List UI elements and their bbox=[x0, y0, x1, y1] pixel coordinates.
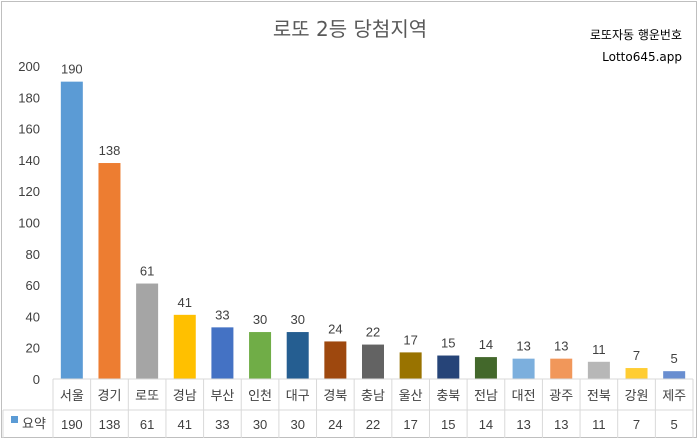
y-tick-label: 80 bbox=[26, 247, 40, 262]
bar-충남 bbox=[362, 344, 384, 379]
table-value: 17 bbox=[403, 417, 417, 432]
bar-경북 bbox=[324, 341, 347, 379]
watermark-line2: Lotto645.app bbox=[602, 50, 682, 64]
y-tick-label: 20 bbox=[26, 341, 40, 356]
table-value: 5 bbox=[671, 417, 678, 432]
y-axis: 0 20 40 60 80 100 120 140 160 180 200 bbox=[18, 59, 40, 387]
table-value: 11 bbox=[592, 417, 606, 432]
y-tick-label: 160 bbox=[18, 122, 40, 137]
data-label: 22 bbox=[366, 325, 380, 340]
bar-로또 bbox=[136, 283, 159, 379]
data-label: 14 bbox=[479, 337, 493, 352]
table-value: 24 bbox=[328, 417, 342, 432]
data-labels: 190 138 61 41 33 30 30 24 22 17 15 14 13 13 11 7 5 bbox=[61, 62, 678, 367]
data-label: 190 bbox=[61, 62, 83, 77]
table-value: 30 bbox=[290, 417, 304, 432]
y-tick-label: 120 bbox=[18, 184, 40, 199]
bar-경남 bbox=[173, 314, 196, 379]
category-label: 울산 bbox=[399, 389, 423, 404]
bar-전북 bbox=[587, 361, 610, 379]
data-label: 5 bbox=[671, 351, 678, 366]
bar-울산 bbox=[399, 352, 422, 379]
category-label: 부산 bbox=[210, 389, 234, 404]
data-label: 24 bbox=[328, 321, 342, 336]
bars bbox=[60, 81, 686, 380]
table-value: 41 bbox=[178, 417, 192, 432]
table-value: 190 bbox=[61, 417, 83, 432]
data-label: 13 bbox=[516, 339, 530, 354]
table-value: 22 bbox=[366, 417, 380, 432]
category-label: 대구 bbox=[286, 389, 310, 404]
y-tick-label: 0 bbox=[33, 372, 40, 387]
bar-강원 bbox=[625, 368, 648, 379]
table-value: 61 bbox=[140, 417, 154, 432]
watermark-line1: 로또자동 행운번호 bbox=[590, 27, 682, 42]
data-label: 41 bbox=[178, 295, 192, 310]
category-label: 경북 bbox=[323, 389, 347, 404]
data-label: 15 bbox=[441, 336, 455, 351]
bar-인천 bbox=[249, 332, 272, 379]
category-label: 충북 bbox=[436, 389, 460, 404]
legend-series-name: 요약 bbox=[22, 417, 46, 432]
table-value: 13 bbox=[516, 417, 530, 432]
category-label: 경남 bbox=[173, 389, 197, 404]
table-value: 7 bbox=[633, 417, 640, 432]
bar-대전 bbox=[512, 358, 535, 379]
y-tick-label: 200 bbox=[18, 59, 40, 74]
bar-광주 bbox=[550, 358, 573, 379]
data-label: 33 bbox=[215, 307, 229, 322]
category-label: 서울 bbox=[60, 389, 84, 404]
data-table: 서울 190 경기 138 로또 61 경남 41 부산 33 인천 30 대구 30 경북 24 충남 22 울산… bbox=[2, 378, 694, 438]
table-value: 30 bbox=[253, 417, 267, 432]
data-label: 30 bbox=[253, 312, 267, 327]
data-label: 17 bbox=[403, 332, 417, 347]
table-value: 13 bbox=[554, 417, 568, 432]
table-value: 138 bbox=[99, 417, 121, 432]
y-tick-label: 60 bbox=[26, 278, 40, 293]
bar-제주 bbox=[663, 371, 686, 379]
chart-title: 로또 2등 당첨지역 bbox=[273, 17, 427, 41]
category-label: 충남 bbox=[361, 389, 385, 404]
bar-경기 bbox=[98, 163, 121, 379]
data-label: 13 bbox=[554, 339, 568, 354]
category-label: 제주 bbox=[662, 389, 686, 404]
category-label: 강원 bbox=[625, 389, 649, 404]
y-tick-label: 40 bbox=[26, 309, 40, 324]
bar-충북 bbox=[437, 355, 460, 379]
y-tick-label: 100 bbox=[18, 216, 40, 231]
data-label: 30 bbox=[290, 312, 304, 327]
category-label: 전남 bbox=[474, 389, 498, 404]
category-label: 경기 bbox=[98, 389, 122, 404]
category-label: 로또 bbox=[135, 389, 159, 404]
data-label: 61 bbox=[140, 264, 154, 279]
legend-key bbox=[11, 416, 18, 423]
bar-전남 bbox=[474, 357, 497, 379]
table-value: 14 bbox=[479, 417, 493, 432]
table-value: 33 bbox=[215, 417, 229, 432]
bar-대구 bbox=[286, 332, 309, 379]
table-value: 15 bbox=[441, 417, 455, 432]
category-label: 대전 bbox=[512, 389, 536, 404]
data-label: 11 bbox=[592, 342, 606, 357]
y-tick-label: 180 bbox=[18, 90, 40, 105]
data-label: 138 bbox=[99, 143, 121, 158]
data-label: 7 bbox=[633, 348, 640, 363]
bar-서울 bbox=[60, 81, 83, 380]
category-label: 인천 bbox=[248, 389, 272, 404]
bar-부산 bbox=[211, 327, 234, 379]
y-tick-label: 140 bbox=[18, 153, 40, 168]
category-label: 광주 bbox=[549, 389, 573, 404]
category-label: 전북 bbox=[587, 389, 611, 404]
